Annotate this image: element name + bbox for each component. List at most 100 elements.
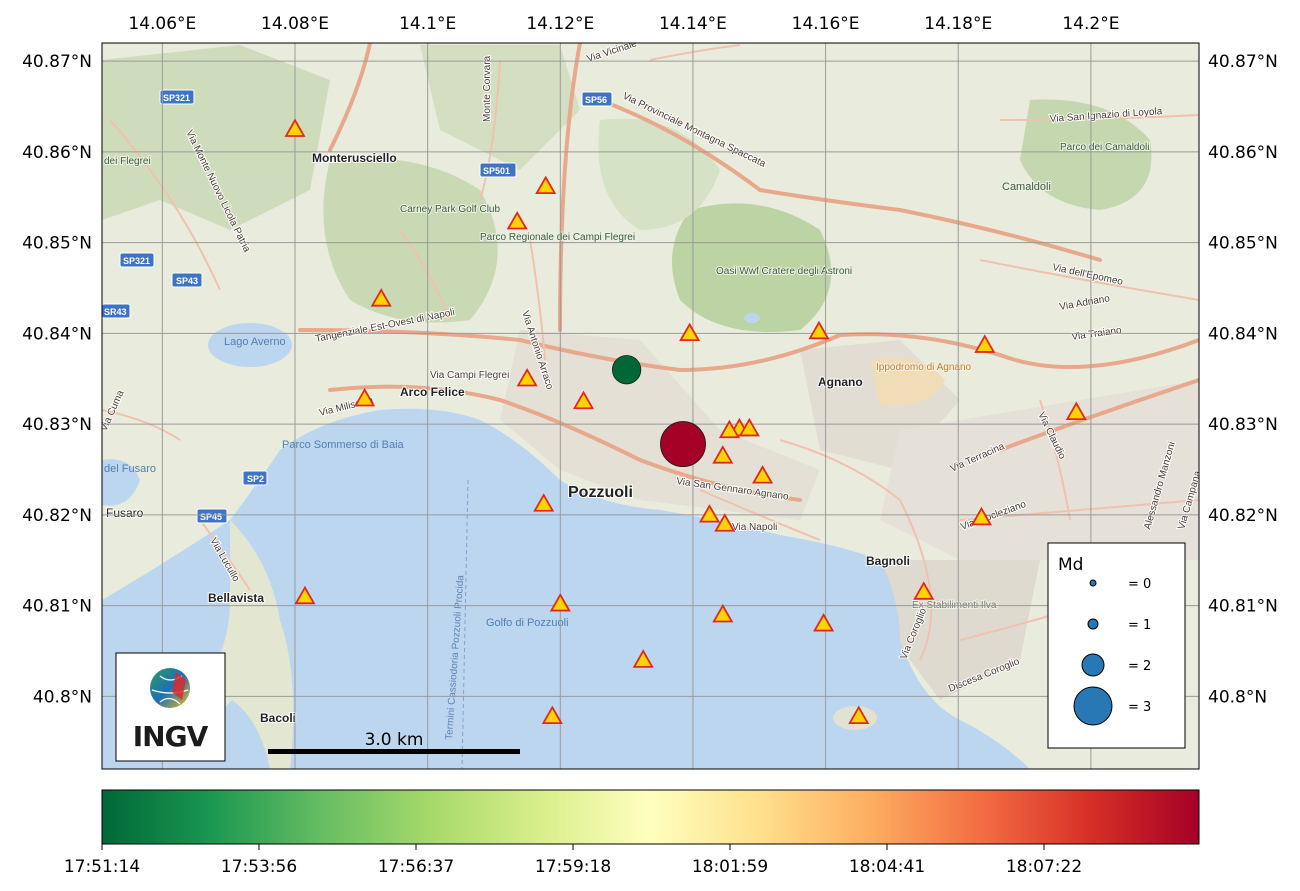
place-label: Bagnoli (866, 554, 910, 568)
legend-title: Md (1058, 555, 1083, 575)
road-shield-label: SP56 (585, 95, 607, 105)
place-label: Bacoli (260, 711, 296, 725)
seismic-station-marker (572, 390, 595, 410)
colorbar-tick-label: 18:07:22 (1006, 857, 1082, 877)
colorbar-ticks: 17:51:14 17:53:56 17:56:37 17:59:18 18:01:59… (64, 844, 1082, 877)
legend-box (1047, 542, 1186, 749)
latitude-ticks-right: 40.87°N 40.86°N 40.85°N 40.84°N 40.83°N 40.82… (1208, 52, 1278, 707)
scale-bar: 3.0 km (268, 730, 520, 754)
scale-bar-label: 3.0 km (365, 730, 424, 750)
seismic-station-marker (698, 504, 721, 523)
road-label: Via Campi Flegrei (430, 370, 509, 381)
globe-icon-accent (172, 672, 186, 700)
road-shield (119, 252, 155, 268)
seismic-station-marker (284, 118, 306, 137)
lat-tick-label-left: 40.87°N (22, 52, 92, 72)
colorbar-tick-label: 17:59:18 (535, 857, 611, 877)
road-shield (242, 470, 268, 486)
road-label: Via Napoli (732, 522, 777, 533)
legend-entry: = 2 (1128, 659, 1151, 674)
legend-entry: = 1 (1128, 618, 1151, 633)
map-frame (101, 42, 1200, 770)
place-label: Fusaro (106, 506, 144, 520)
road-shield-label: SP43 (176, 276, 198, 286)
lat-tick-label-right: 40.86°N (1208, 143, 1278, 163)
road-shield-label: SP501 (483, 166, 510, 176)
latitude-ticks-left: 40.87°N 40.86°N 40.85°N 40.84°N 40.83°N 40.82… (22, 52, 92, 707)
lat-tick-label-right: 40.83°N (1208, 415, 1278, 435)
place-label: Monterusciello (312, 151, 397, 165)
colorbar-tick-label: 17:53:56 (221, 857, 297, 877)
colorbar-tick-label: 17:51:14 (64, 857, 140, 877)
road-shield (196, 508, 228, 524)
map-gridlines (102, 43, 1199, 769)
seismic-station-marker (714, 513, 736, 532)
lat-tick-label-left: 40.84°N (22, 324, 92, 344)
seismic-station-marker (370, 288, 392, 307)
lat-tick-label-right: 40.82°N (1208, 506, 1278, 526)
legend-entry: = 0 (1128, 577, 1151, 592)
longitude-ticks-top: 14.06°E 14.08°E 14.1°E 14.12°E 14.14°E 14.16°… (128, 14, 1119, 34)
scale-bar-line (268, 749, 520, 754)
lon-tick-label: 14.14°E (659, 14, 727, 34)
legend-marker-3 (1073, 686, 1113, 726)
seismic-station-marker (970, 506, 993, 526)
lat-tick-label-left: 40.82°N (22, 506, 92, 526)
road-shield-label: SP45 (200, 512, 222, 522)
lon-tick-label: 14.06°E (128, 14, 196, 34)
lat-tick-label-right: 40.85°N (1208, 234, 1278, 254)
area-label: Carney Park Golf Club (400, 204, 500, 215)
road-shield (581, 91, 613, 107)
seismic-station-marker (294, 585, 316, 605)
lon-tick-label: 14.12°E (526, 14, 594, 34)
area-label: Oasi Wwf Cratere degli Astroni (716, 266, 852, 277)
time-colorbar: 17:51:14 17:53:56 17:56:37 17:59:18 18:01:59… (64, 789, 1200, 877)
road-shield (171, 272, 203, 288)
road-shield (159, 89, 195, 105)
road-shield-label: SR43 (104, 307, 127, 317)
road-shield-label: SP2 (247, 474, 264, 484)
ingv-logo: INGV (115, 652, 226, 762)
area-label: Parco dei Camaldoli (1060, 142, 1150, 153)
lon-tick-label: 14.18°E (924, 14, 992, 34)
place-label: Agnano (818, 375, 863, 389)
lat-tick-label-right: 40.81°N (1208, 597, 1278, 617)
seismic-station-marker (541, 705, 563, 725)
place-label: Bellavista (208, 591, 264, 605)
colorbar-tick-label: 18:01:59 (692, 857, 768, 877)
lat-tick-label-left: 40.8°N (33, 687, 92, 707)
seismic-station-marker (913, 581, 935, 600)
lon-tick-label: 14.2°E (1062, 14, 1119, 34)
seismic-station-marker (752, 465, 774, 484)
water-label: Lago Averno (224, 336, 286, 348)
lat-tick-label-right: 40.8°N (1208, 687, 1267, 707)
seismic-station-marker (712, 445, 734, 464)
seismic-station-marker (813, 612, 835, 632)
lat-tick-label-right: 40.84°N (1208, 324, 1278, 344)
lon-tick-label: 14.16°E (792, 14, 860, 34)
legend-entry: = 3 (1128, 700, 1151, 715)
lat-tick-label-left: 40.81°N (22, 597, 92, 617)
seismic-station-marker (506, 210, 528, 230)
legend-marker-1 (1087, 618, 1099, 630)
seismic-station-marker (848, 705, 870, 725)
road-label: Monte Corvara (482, 55, 493, 122)
area-label: Parco Regionale dei Campi Flegrei (480, 232, 635, 243)
area-label: dei Flegrei (104, 156, 151, 167)
place-label: Arco Felice (400, 385, 465, 399)
events-layer (612, 355, 706, 468)
seismic-station-marker (1065, 401, 1087, 421)
legend-marker-0 (1089, 579, 1097, 587)
water-label: Golfo di Pozzuoli (486, 617, 569, 629)
seismic-station-marker (516, 367, 538, 387)
seismic-station-marker (738, 417, 760, 437)
road-shield-label: SP321 (123, 256, 150, 266)
seismic-station-marker (632, 649, 654, 668)
seismic-station-marker (974, 334, 996, 353)
seismic-station-marker (808, 320, 830, 340)
lon-tick-label: 14.08°E (261, 14, 329, 34)
area-label: Ippodromo di Agnano (876, 362, 972, 373)
magnitude-legend: Md = 0 = 1 = 2 = 3 (1047, 542, 1186, 749)
road-shield (479, 162, 517, 178)
stations-layer (284, 118, 1087, 725)
